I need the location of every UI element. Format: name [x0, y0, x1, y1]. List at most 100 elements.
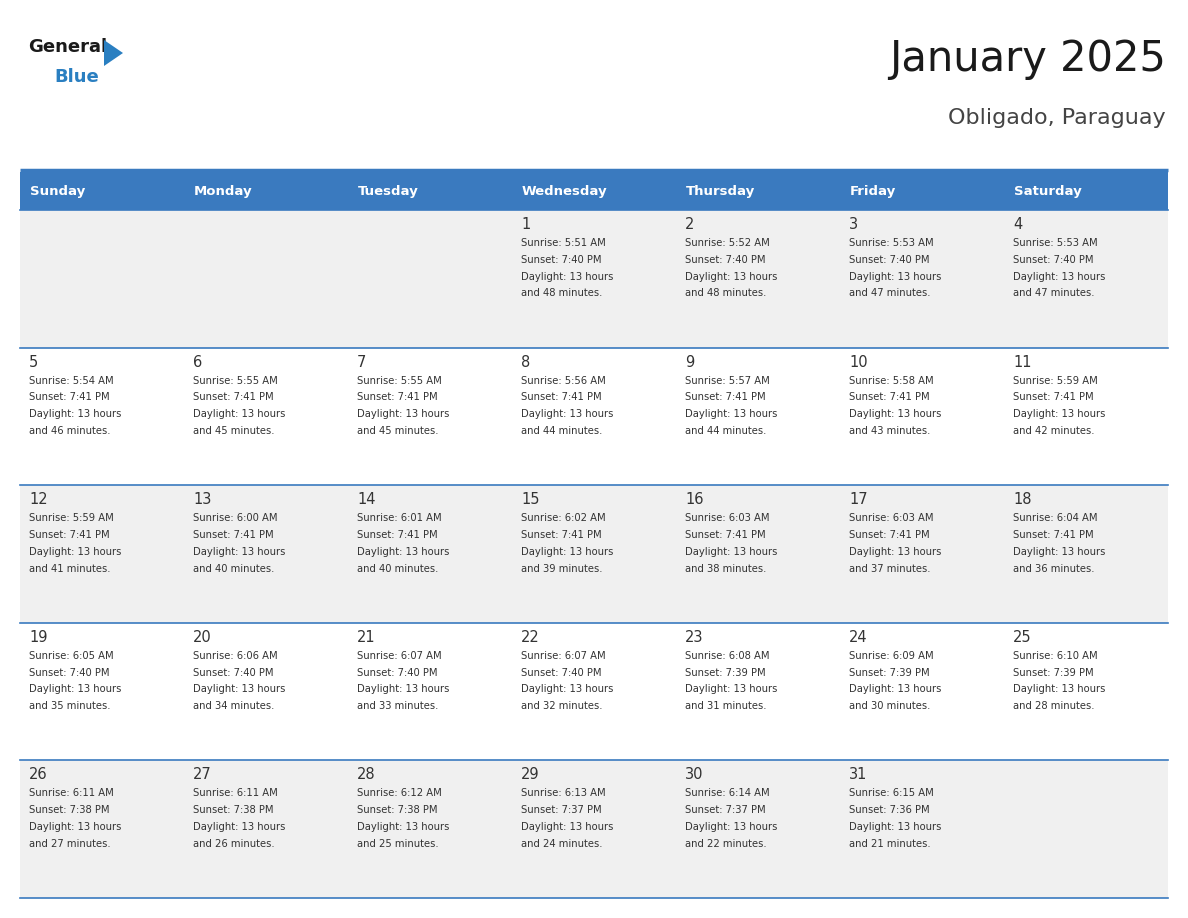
Text: and 44 minutes.: and 44 minutes.: [685, 426, 766, 436]
Text: 19: 19: [29, 630, 48, 644]
Text: Daylight: 13 hours: Daylight: 13 hours: [685, 272, 777, 282]
Text: Sunset: 7:36 PM: Sunset: 7:36 PM: [849, 805, 930, 815]
Text: 26: 26: [29, 767, 48, 782]
Text: and 43 minutes.: and 43 minutes.: [849, 426, 930, 436]
Text: 30: 30: [685, 767, 703, 782]
Bar: [20, 172, 184, 210]
Text: Sunset: 7:40 PM: Sunset: 7:40 PM: [1013, 255, 1093, 264]
Text: Sunset: 7:40 PM: Sunset: 7:40 PM: [522, 255, 601, 264]
Text: Wednesday: Wednesday: [522, 185, 607, 197]
Text: 15: 15: [522, 492, 539, 508]
Text: Sunrise: 5:57 AM: Sunrise: 5:57 AM: [685, 375, 770, 386]
Text: Saturday: Saturday: [1013, 185, 1081, 197]
Text: Sunset: 7:38 PM: Sunset: 7:38 PM: [192, 805, 273, 815]
Text: Daylight: 13 hours: Daylight: 13 hours: [849, 547, 941, 557]
Text: Sunrise: 6:01 AM: Sunrise: 6:01 AM: [358, 513, 442, 523]
Text: 23: 23: [685, 630, 703, 644]
Text: Sunrise: 5:53 AM: Sunrise: 5:53 AM: [849, 238, 934, 248]
Text: Daylight: 13 hours: Daylight: 13 hours: [29, 685, 121, 694]
Text: 17: 17: [849, 492, 867, 508]
Bar: [20, 348, 1168, 486]
Text: and 28 minutes.: and 28 minutes.: [1013, 701, 1094, 711]
Text: Sunrise: 6:11 AM: Sunrise: 6:11 AM: [192, 789, 278, 799]
Text: Daylight: 13 hours: Daylight: 13 hours: [1013, 685, 1105, 694]
Text: Sunrise: 6:00 AM: Sunrise: 6:00 AM: [192, 513, 278, 523]
Text: and 30 minutes.: and 30 minutes.: [849, 701, 930, 711]
Text: 24: 24: [849, 630, 867, 644]
Text: and 38 minutes.: and 38 minutes.: [685, 564, 766, 574]
Text: Daylight: 13 hours: Daylight: 13 hours: [358, 409, 449, 420]
Text: Daylight: 13 hours: Daylight: 13 hours: [849, 272, 941, 282]
Text: 20: 20: [192, 630, 211, 644]
Text: Sunrise: 6:07 AM: Sunrise: 6:07 AM: [358, 651, 442, 661]
Text: Sunset: 7:40 PM: Sunset: 7:40 PM: [192, 667, 273, 677]
Text: Sunset: 7:41 PM: Sunset: 7:41 PM: [849, 392, 930, 402]
Text: 3: 3: [849, 217, 858, 232]
Text: Sunrise: 5:59 AM: Sunrise: 5:59 AM: [1013, 375, 1098, 386]
Bar: [840, 172, 1004, 210]
Text: Daylight: 13 hours: Daylight: 13 hours: [358, 685, 449, 694]
Text: and 47 minutes.: and 47 minutes.: [1013, 288, 1094, 298]
Text: Sunset: 7:41 PM: Sunset: 7:41 PM: [29, 530, 109, 540]
Text: Sunset: 7:41 PM: Sunset: 7:41 PM: [685, 392, 765, 402]
Text: 18: 18: [1013, 492, 1031, 508]
Bar: [20, 486, 1168, 622]
Text: Sunset: 7:40 PM: Sunset: 7:40 PM: [522, 667, 601, 677]
Text: Sunrise: 6:02 AM: Sunrise: 6:02 AM: [522, 513, 606, 523]
Text: and 40 minutes.: and 40 minutes.: [358, 564, 438, 574]
Text: and 42 minutes.: and 42 minutes.: [1013, 426, 1094, 436]
Text: Sunrise: 6:04 AM: Sunrise: 6:04 AM: [1013, 513, 1098, 523]
Text: Daylight: 13 hours: Daylight: 13 hours: [685, 409, 777, 420]
Text: 28: 28: [358, 767, 375, 782]
Text: Sunset: 7:38 PM: Sunset: 7:38 PM: [29, 805, 109, 815]
Text: Sunset: 7:41 PM: Sunset: 7:41 PM: [522, 530, 601, 540]
Bar: [512, 172, 676, 210]
Bar: [676, 172, 840, 210]
Text: Sunset: 7:41 PM: Sunset: 7:41 PM: [192, 392, 273, 402]
Text: Sunrise: 6:03 AM: Sunrise: 6:03 AM: [685, 513, 770, 523]
Text: Monday: Monday: [194, 185, 253, 197]
Text: 21: 21: [358, 630, 375, 644]
Text: and 47 minutes.: and 47 minutes.: [849, 288, 930, 298]
Text: and 44 minutes.: and 44 minutes.: [522, 426, 602, 436]
Text: Daylight: 13 hours: Daylight: 13 hours: [29, 409, 121, 420]
Text: Sunrise: 5:52 AM: Sunrise: 5:52 AM: [685, 238, 770, 248]
Text: Sunday: Sunday: [30, 185, 86, 197]
Text: Daylight: 13 hours: Daylight: 13 hours: [192, 409, 285, 420]
Text: Sunrise: 5:59 AM: Sunrise: 5:59 AM: [29, 513, 114, 523]
Text: and 21 minutes.: and 21 minutes.: [849, 839, 930, 849]
Text: Sunset: 7:40 PM: Sunset: 7:40 PM: [29, 667, 109, 677]
Text: 8: 8: [522, 354, 530, 370]
Text: Daylight: 13 hours: Daylight: 13 hours: [192, 685, 285, 694]
Text: Sunrise: 5:51 AM: Sunrise: 5:51 AM: [522, 238, 606, 248]
Text: Daylight: 13 hours: Daylight: 13 hours: [192, 547, 285, 557]
Text: 29: 29: [522, 767, 539, 782]
Text: Sunset: 7:39 PM: Sunset: 7:39 PM: [849, 667, 930, 677]
Polygon shape: [105, 40, 124, 66]
Text: Sunset: 7:41 PM: Sunset: 7:41 PM: [1013, 530, 1094, 540]
Text: 22: 22: [522, 630, 539, 644]
Text: Daylight: 13 hours: Daylight: 13 hours: [1013, 272, 1105, 282]
Text: Daylight: 13 hours: Daylight: 13 hours: [522, 822, 613, 832]
Text: Daylight: 13 hours: Daylight: 13 hours: [685, 822, 777, 832]
Text: Sunrise: 6:14 AM: Sunrise: 6:14 AM: [685, 789, 770, 799]
Text: General: General: [29, 38, 107, 56]
Text: Sunrise: 6:08 AM: Sunrise: 6:08 AM: [685, 651, 770, 661]
Text: Daylight: 13 hours: Daylight: 13 hours: [1013, 409, 1105, 420]
Text: and 46 minutes.: and 46 minutes.: [29, 426, 110, 436]
Text: and 40 minutes.: and 40 minutes.: [192, 564, 274, 574]
Text: Sunrise: 5:55 AM: Sunrise: 5:55 AM: [358, 375, 442, 386]
Text: Daylight: 13 hours: Daylight: 13 hours: [1013, 547, 1105, 557]
Text: Sunrise: 5:58 AM: Sunrise: 5:58 AM: [849, 375, 934, 386]
Text: and 45 minutes.: and 45 minutes.: [192, 426, 274, 436]
Text: 25: 25: [1013, 630, 1031, 644]
Text: Daylight: 13 hours: Daylight: 13 hours: [685, 547, 777, 557]
Text: Daylight: 13 hours: Daylight: 13 hours: [849, 822, 941, 832]
Text: Daylight: 13 hours: Daylight: 13 hours: [358, 547, 449, 557]
Text: 5: 5: [29, 354, 38, 370]
Text: Sunset: 7:39 PM: Sunset: 7:39 PM: [685, 667, 765, 677]
Text: and 48 minutes.: and 48 minutes.: [685, 288, 766, 298]
Text: and 24 minutes.: and 24 minutes.: [522, 839, 602, 849]
Text: and 36 minutes.: and 36 minutes.: [1013, 564, 1094, 574]
Bar: [184, 172, 348, 210]
